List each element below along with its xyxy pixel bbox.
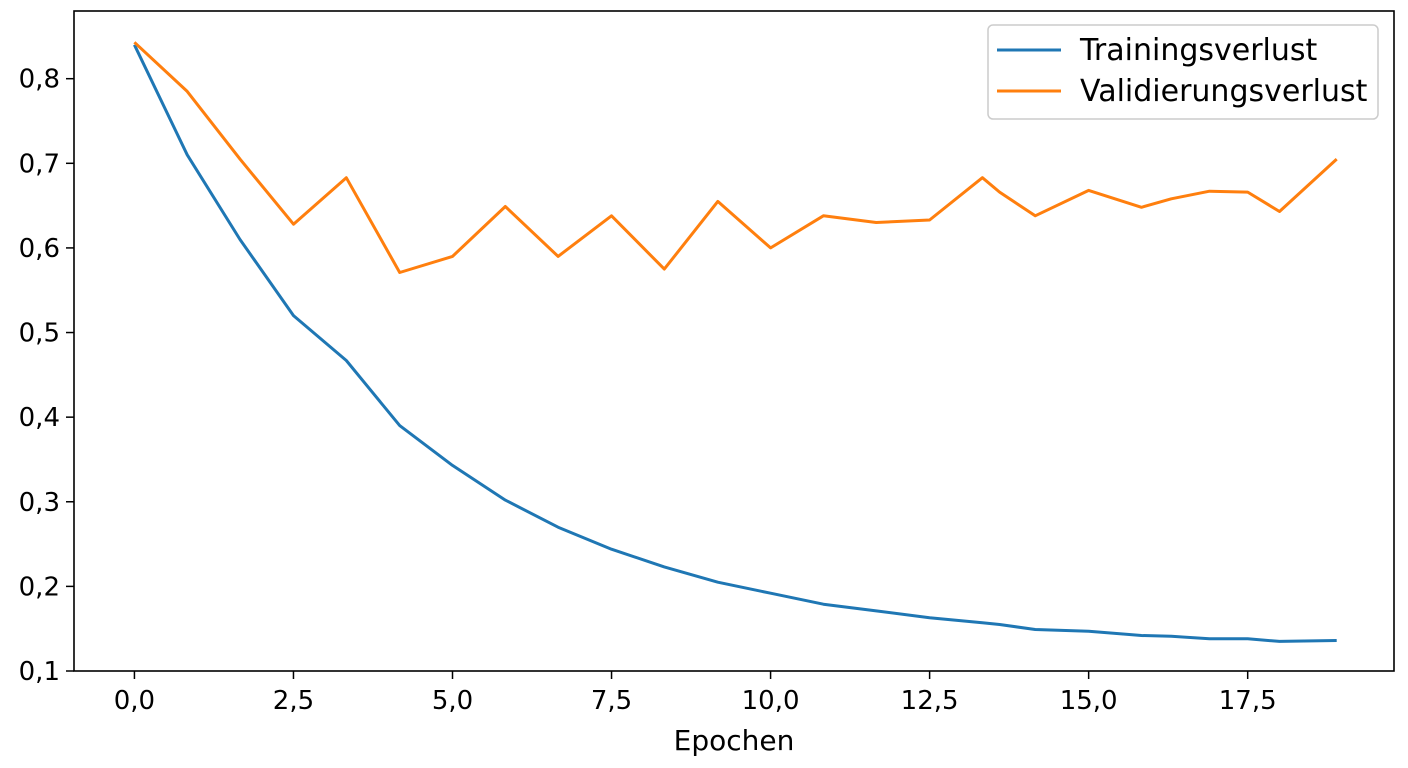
plot-frame: [73, 10, 1395, 672]
y-axis-ticks: 0,1 0,2 0,3 0,4 0,5 0,6 0,7 0,8: [19, 65, 74, 687]
y-tick-label: 0,4: [19, 403, 60, 433]
x-tick-label: 12,5: [901, 686, 959, 716]
x-axis-label: Epochen: [674, 724, 795, 757]
series-line-validation: [133, 41, 1338, 274]
legend-label-training: Trainingsverlust: [1079, 33, 1318, 68]
legend: Trainingsverlust Validierungsverlust: [987, 24, 1379, 120]
x-tick-label: 15,0: [1060, 686, 1118, 716]
x-tick-label: 2,5: [273, 686, 314, 716]
y-tick-label: 0,8: [19, 65, 60, 95]
plot-lines: [133, 41, 1338, 643]
legend-label-validation: Validierungsverlust: [1080, 74, 1368, 109]
x-tick-label: 10,0: [742, 686, 800, 716]
y-tick-label: 0,3: [19, 488, 60, 518]
y-tick-label: 0,5: [19, 319, 60, 349]
legend-box: [987, 24, 1379, 120]
x-tick-label: 7,5: [591, 686, 632, 716]
series-line-training: [133, 44, 1337, 643]
x-tick-label: 0,0: [114, 686, 155, 716]
x-axis-ticks: 0,0 2,5 5,0 7,5 10,0 12,5 15,0 17,5: [114, 671, 1277, 716]
y-tick-label: 0,2: [19, 572, 60, 602]
x-tick-label: 17,5: [1219, 686, 1277, 716]
y-tick-label: 0,1: [19, 657, 60, 687]
y-tick-label: 0,7: [19, 149, 60, 179]
x-tick-label: 5,0: [432, 686, 473, 716]
y-tick-label: 0,6: [19, 234, 60, 264]
